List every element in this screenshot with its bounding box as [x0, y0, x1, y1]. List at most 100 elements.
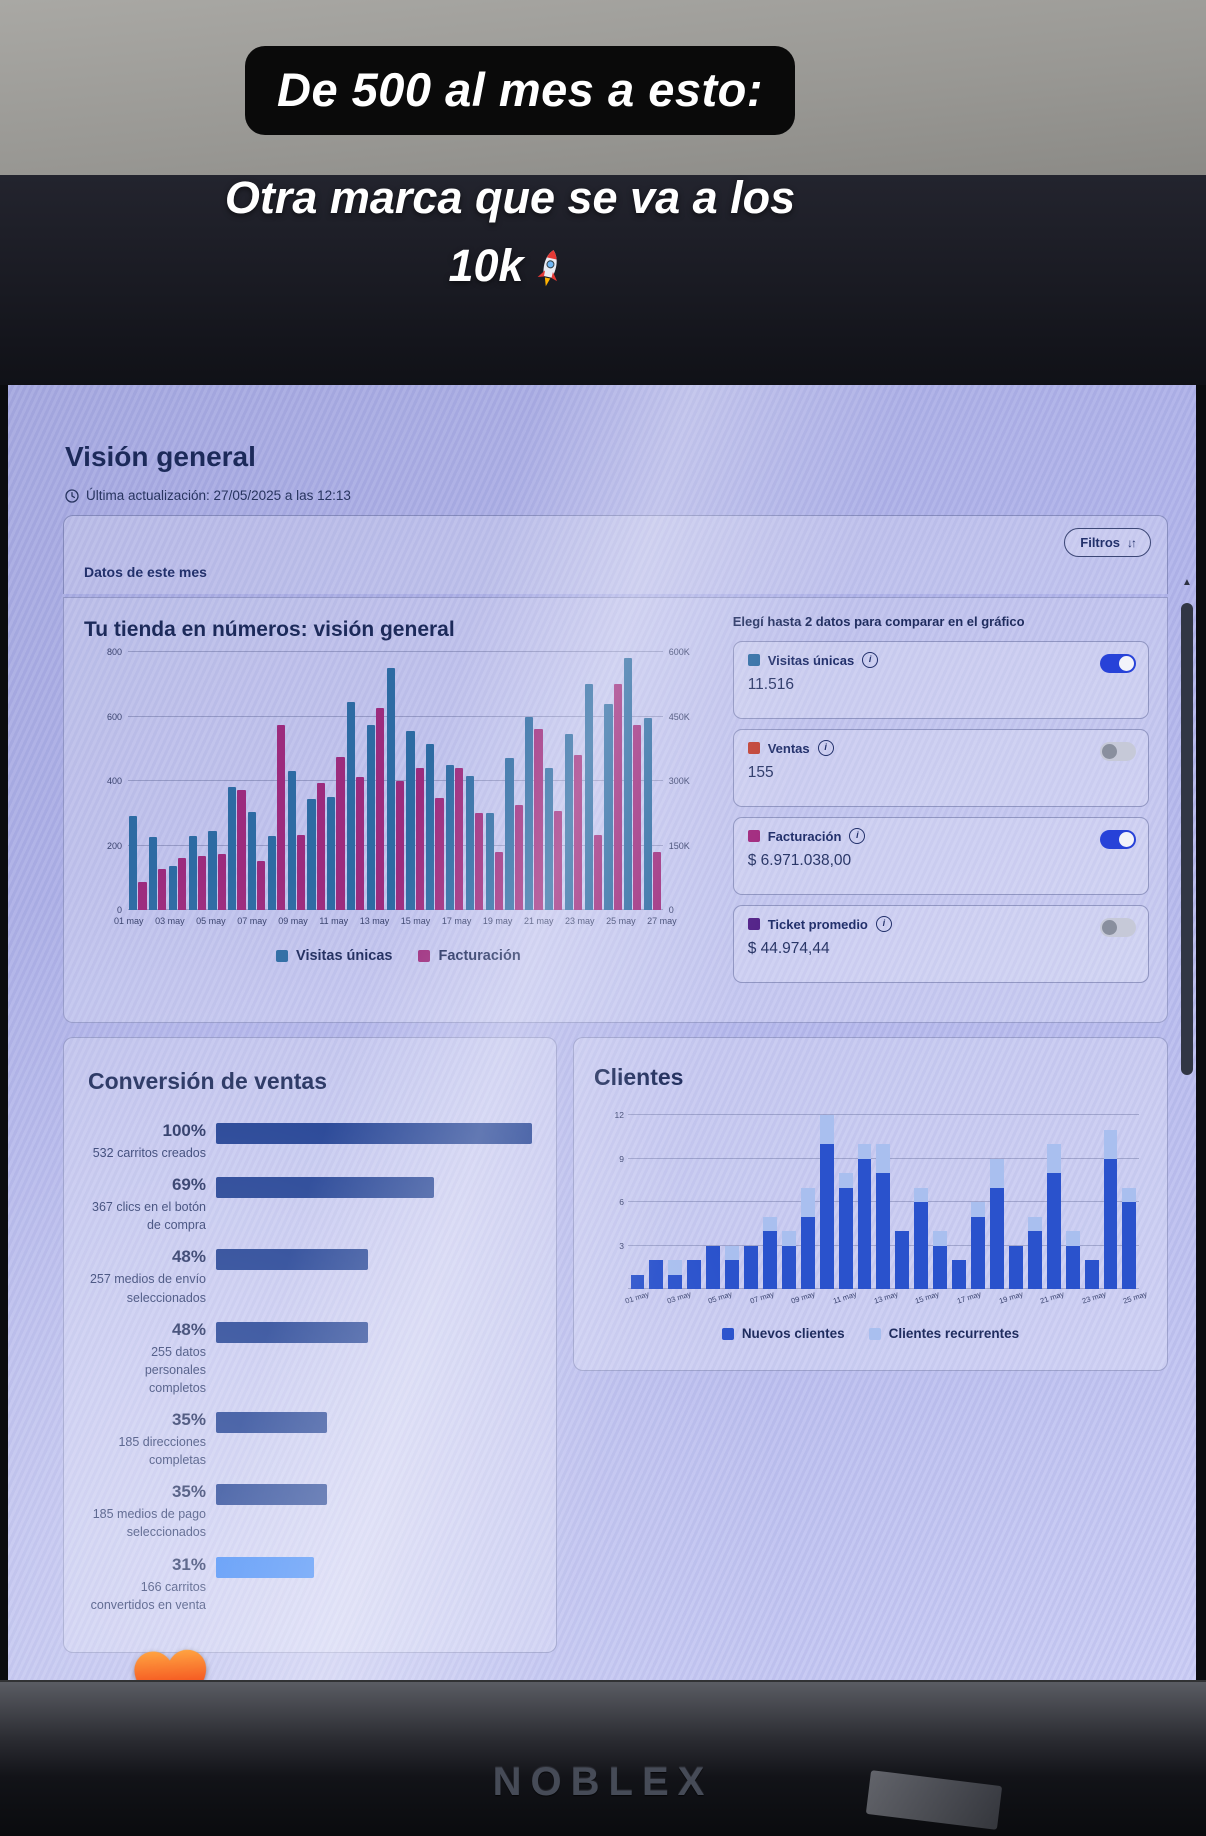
- info-icon[interactable]: [817, 740, 834, 756]
- funnel-step-label: 69% 367 clics en el botón de compra: [88, 1175, 206, 1234]
- facturacion-bar: [573, 755, 583, 910]
- sales-conversion-title: Conversión de ventas: [88, 1068, 328, 1094]
- metric-card-2[interactable]: Ventas 155: [732, 729, 1149, 807]
- recurrentes-segment: [781, 1231, 796, 1246]
- recurrentes-segment: [838, 1173, 853, 1188]
- scrollbar-thumb[interactable]: [1181, 603, 1193, 1075]
- recurrentes-segment: [1122, 1187, 1137, 1203]
- y-axis-tick: 9: [619, 1153, 624, 1164]
- facturacion-bar: [375, 707, 385, 910]
- bars-area: [628, 1101, 1139, 1289]
- recurrentes-segment: [933, 1231, 948, 1246]
- monitor-top-bezel: [0, 175, 1206, 385]
- funnel-step-label: 31% 166 carritos convertidos en venta: [88, 1555, 206, 1614]
- metric-card-header: Ticket promedio: [747, 916, 1134, 932]
- metric-toggle[interactable]: [1100, 918, 1136, 937]
- bar-group-day-5: [207, 652, 227, 910]
- customer-bar-day-8: [760, 1101, 779, 1289]
- info-icon[interactable]: [849, 828, 866, 844]
- funnel-step-7: 31% 166 carritos convertidos en venta: [88, 1555, 532, 1614]
- y-axis-tick-right: 300K: [668, 776, 690, 786]
- funnel-step-bar: [216, 1177, 435, 1199]
- y-axis-tick-left: 800: [106, 647, 122, 657]
- funnel-step-5: 35% 185 direcciones completas: [88, 1410, 532, 1469]
- recurrentes-segment: [762, 1216, 777, 1232]
- y-axis-tick-right: 150K: [668, 840, 690, 851]
- legend-swatch: [721, 1327, 734, 1340]
- customer-bar-day-19: [969, 1101, 988, 1289]
- x-tick-label: 23 may: [1080, 1289, 1107, 1306]
- period-header-card: Datos de este mes Filtros ↓↑: [63, 515, 1168, 594]
- x-tick-label: 09 may: [790, 1289, 817, 1306]
- facturacion-bar: [514, 804, 523, 910]
- nuevos-segment: [876, 1173, 891, 1289]
- visitas-bar: [525, 716, 534, 910]
- bar-group-day-11: [326, 652, 346, 910]
- info-icon[interactable]: [862, 652, 879, 668]
- metric-toggle[interactable]: [1100, 654, 1136, 673]
- funnel-step-bar: [216, 1249, 368, 1271]
- metric-card-4[interactable]: Ticket promedio $ 44.974,44: [732, 905, 1149, 983]
- legend-label: Facturación: [438, 948, 521, 964]
- funnel-step-2: 69% 367 clics en el botón de compra: [88, 1175, 532, 1234]
- metric-card-3[interactable]: Facturación $ 6.971.038,00: [732, 817, 1149, 895]
- nuevos-segment: [1046, 1173, 1061, 1289]
- funnel-step-percent: 100%: [162, 1121, 206, 1140]
- visitas-bar: [287, 771, 296, 910]
- metric-toggle[interactable]: [1100, 742, 1136, 761]
- nuevos-segment: [933, 1245, 948, 1289]
- y-axis-tick-right: 450K: [668, 711, 690, 722]
- facturacion-bar: [336, 757, 345, 910]
- y-axis-tick-left: 200: [106, 840, 122, 851]
- x-tick-label: 05 may: [196, 916, 226, 926]
- monitor-brand-logo: NOBLEX: [492, 1760, 714, 1804]
- gridline: [128, 651, 663, 652]
- legend-item: Visitas únicas: [276, 948, 392, 964]
- bar-group-day-27: [643, 652, 663, 910]
- rocket-icon: [537, 250, 558, 287]
- recurrentes-segment: [800, 1187, 815, 1217]
- metric-color-swatch: [747, 830, 760, 842]
- metric-value: 155: [747, 764, 774, 781]
- funnel-step-bar: [216, 1123, 532, 1144]
- facturacion-bar: [653, 851, 662, 910]
- store-numbers-plot: 0 200 400 600 800 0 150K 300K 450K 600K: [107, 647, 690, 915]
- nuevos-segment: [762, 1231, 777, 1289]
- nuevos-segment: [914, 1202, 929, 1289]
- metric-card-1[interactable]: Visitas únicas 11.516: [732, 641, 1149, 719]
- x-tick-label: 25 may: [1122, 1289, 1149, 1306]
- customer-bar-day-18: [950, 1101, 969, 1289]
- last-update-text: Última actualización: 27/05/2025 a las 1…: [86, 488, 351, 503]
- store-numbers-chart-panel: Tu tienda en números: visión general 0 20…: [64, 598, 719, 1022]
- funnel-step-description: 532 carritos creados: [92, 1146, 206, 1160]
- visitas-bar: [505, 758, 514, 910]
- visitas-bar: [248, 811, 257, 910]
- facturacion-bar: [494, 851, 503, 910]
- funnel-step-label: 48% 257 medios de envío seleccionados: [88, 1247, 206, 1306]
- bar-group-day-13: [366, 652, 386, 910]
- metric-card-header: Ventas: [747, 740, 1134, 756]
- customer-bar-day-16: [912, 1101, 931, 1289]
- nuevos-segment: [895, 1231, 910, 1289]
- metric-toggle[interactable]: [1100, 830, 1136, 849]
- customer-bar-day-25: [1082, 1101, 1101, 1289]
- y-axis-tick: 6: [619, 1197, 624, 1208]
- filters-button[interactable]: Filtros ↓↑: [1064, 528, 1151, 557]
- info-icon[interactable]: [875, 916, 892, 932]
- customer-bar-day-9: [779, 1101, 798, 1289]
- scroll-up-arrow-icon[interactable]: ▲: [1182, 577, 1192, 588]
- visitas-bar: [129, 816, 138, 910]
- nuevos-segment: [819, 1144, 834, 1289]
- nuevos-segment: [781, 1245, 796, 1289]
- nuevos-segment: [952, 1260, 967, 1289]
- bar-group-day-26: [623, 652, 643, 910]
- visitas-bar: [366, 724, 375, 910]
- metric-color-swatch: [747, 918, 760, 930]
- period-label: Datos de este mes: [84, 564, 207, 580]
- toggle-knob: [1119, 832, 1134, 847]
- customer-bar-day-11: [817, 1101, 836, 1289]
- x-tick-label: 01 may: [114, 916, 144, 926]
- x-tick-label: 27 may: [647, 916, 677, 926]
- bar-group-day-17: [445, 652, 465, 910]
- bar-group-day-6: [227, 652, 247, 910]
